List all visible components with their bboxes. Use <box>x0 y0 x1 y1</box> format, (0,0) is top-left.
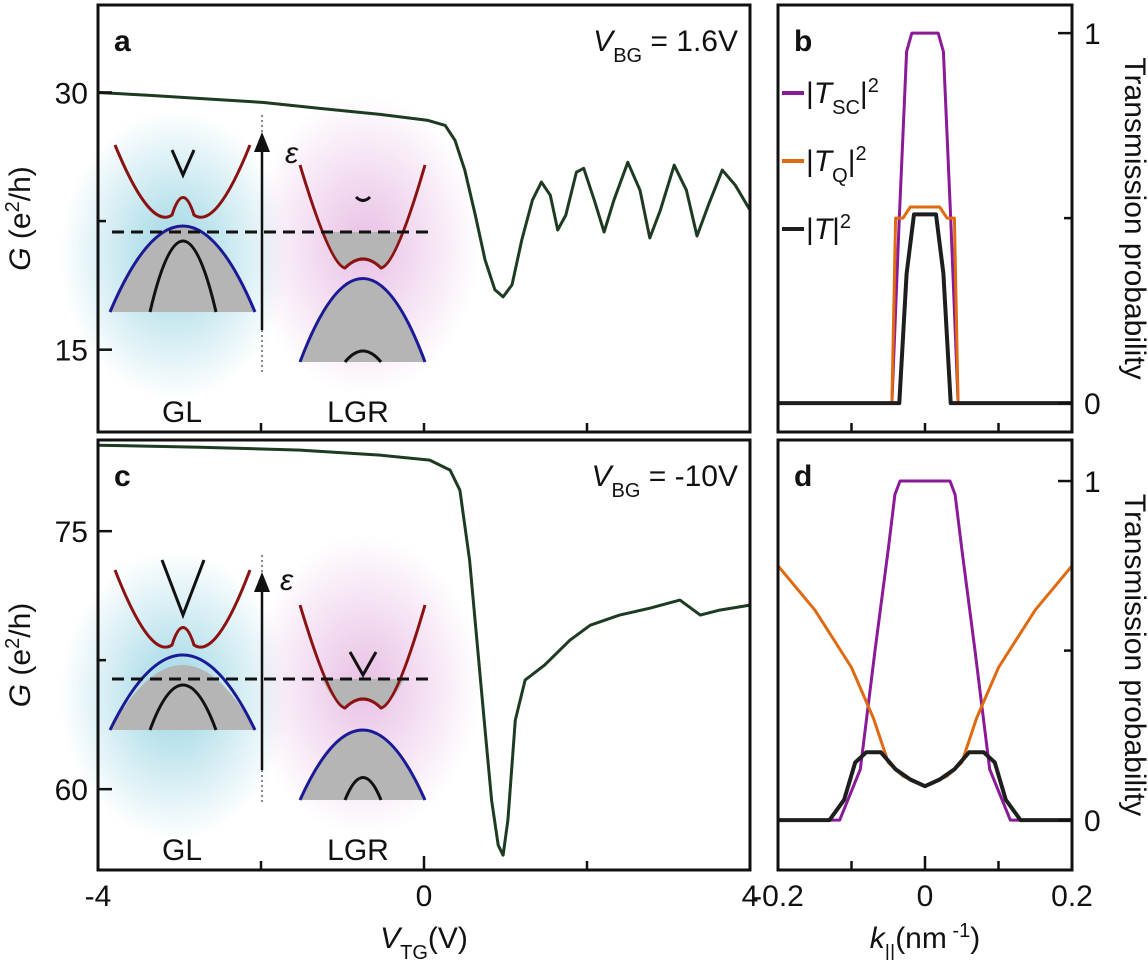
x-axis-label-part: V <box>380 922 403 955</box>
y-axis-label-part: Transmission probability <box>1118 57 1148 379</box>
annotation-part: = 1.6V <box>642 25 738 58</box>
legend-label: |TQ|2 <box>806 143 867 187</box>
panel-label: b <box>794 25 812 58</box>
inset-c: GL LGR ε <box>60 535 480 867</box>
x-axis-label-part: ) <box>970 922 980 955</box>
inset-a: GL LGR ε <box>60 95 480 429</box>
legend-label-part: SC <box>832 97 860 119</box>
data-line <box>778 750 1072 823</box>
legend-label-part: Q <box>832 165 848 187</box>
y-axis-label-part: /h) <box>4 166 37 201</box>
y-tick-label: 0 <box>1084 805 1101 838</box>
data-line <box>776 564 1074 788</box>
plot-frame <box>776 438 1074 872</box>
inset-label: GL <box>162 834 202 867</box>
x-axis-label-part: || <box>885 942 895 960</box>
data-line <box>97 443 751 857</box>
legend-label-part: | <box>806 145 814 178</box>
legend-label-part: | <box>806 77 814 110</box>
data-line <box>778 205 1072 405</box>
y-axis-label-part: /h) <box>4 603 37 638</box>
y-axis-label-part: 2 <box>2 638 24 649</box>
y-tick-label: 1 <box>1084 466 1101 499</box>
x-tick-label: -0.2 <box>752 880 804 913</box>
data-line <box>778 212 1072 406</box>
panel-label: d <box>794 460 812 493</box>
data-line <box>97 91 752 299</box>
y-tick-label: 0 <box>1084 388 1101 421</box>
legend-label-part: | <box>860 77 868 110</box>
x-axis-label-part: (V) <box>428 922 468 955</box>
legend-label-part: 2 <box>855 143 866 165</box>
legend-label-part: | <box>806 213 814 246</box>
legend-label-part: 2 <box>868 75 879 97</box>
annotation-part: V <box>593 25 616 58</box>
y-tick-label: 1 <box>1084 18 1101 51</box>
data-line <box>778 479 1072 822</box>
legend-label: |TSC|2 <box>806 75 879 119</box>
y-tick-label: 60 <box>55 774 88 807</box>
x-axis-label: VTG(V) <box>380 922 468 960</box>
inset-label: GL <box>162 396 202 429</box>
y-axis-label: Transmission probability <box>1118 494 1148 816</box>
legend-label-part: T <box>814 77 835 110</box>
x-axis-label-part: TG <box>400 942 428 960</box>
x-tick-label: -4 <box>85 880 112 913</box>
annotation-part: V <box>592 460 615 493</box>
x-axis-label-part: -1 <box>947 920 970 942</box>
annotation-part: BG <box>612 480 641 502</box>
panel-label: c <box>114 460 131 493</box>
y-axis-label-part: Transmission probability <box>1118 494 1148 816</box>
panel-label: a <box>114 25 131 58</box>
legend-label-part: | <box>848 145 856 178</box>
y-axis-label-part: G <box>4 247 37 270</box>
y-axis-label: G (e2/h) <box>2 603 37 708</box>
y-axis-label-part: 2 <box>2 201 24 212</box>
y-tick-label: 15 <box>55 335 88 368</box>
annotation: VBG = -10V <box>592 460 738 502</box>
legend-label-part: | <box>832 213 840 246</box>
y-tick-label: 75 <box>55 516 88 549</box>
x-tick-label: 0 <box>917 880 934 913</box>
inset-label: LGR <box>327 396 389 429</box>
y-axis-label: Transmission probability <box>1118 57 1148 379</box>
inset-label: ε <box>285 137 299 170</box>
annotation-part: BG <box>613 45 642 67</box>
y-axis-label-part: G <box>4 684 37 707</box>
legend-label-part: T <box>814 213 835 246</box>
x-axis-label-part: k <box>870 922 887 955</box>
x-tick-label: 0 <box>416 880 433 913</box>
legend-label: |T|2 <box>806 211 851 246</box>
y-tick-label: 30 <box>55 77 88 110</box>
x-tick-label: 0.2 <box>1051 880 1093 913</box>
y-axis-label-part: (e <box>4 212 37 247</box>
x-axis-label: k||(nm -1) <box>870 920 980 960</box>
y-axis-label: G (e2/h) <box>2 166 37 271</box>
y-axis-label-part: (e <box>4 649 37 684</box>
inset-label: ε <box>280 564 294 597</box>
legend-label-part: T <box>814 145 835 178</box>
x-tick-label: 4 <box>742 880 759 913</box>
annotation-part: = -10V <box>640 460 738 493</box>
legend-label-part: 2 <box>840 211 851 233</box>
x-axis-label-part: (nm <box>895 922 947 955</box>
data-line <box>778 31 1072 405</box>
inset-label: LGR <box>327 834 389 867</box>
annotation: VBG = 1.6V <box>593 25 738 67</box>
